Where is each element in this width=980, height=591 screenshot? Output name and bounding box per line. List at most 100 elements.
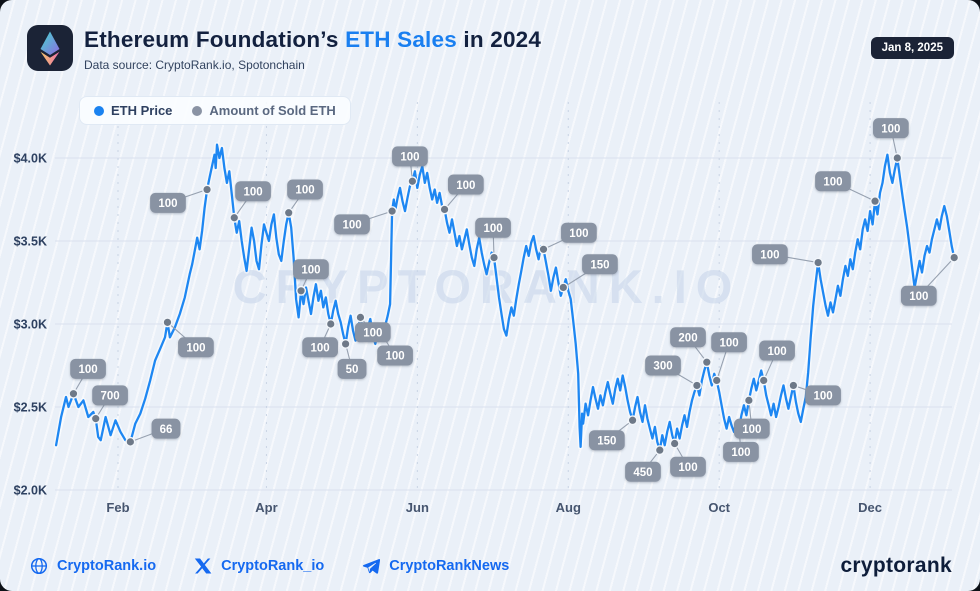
legend-item-sold-eth: Amount of Sold ETH xyxy=(192,103,336,118)
svg-text:100: 100 xyxy=(767,346,786,358)
x-axis-tick-label: Feb xyxy=(106,500,129,515)
sale-marker-dot xyxy=(387,206,398,217)
legend-dot-eth-price-icon xyxy=(94,105,104,116)
sale-marker-dot xyxy=(701,357,712,368)
svg-text:66: 66 xyxy=(160,424,173,436)
x-axis-tick-label: Jun xyxy=(406,500,429,515)
svg-text:700: 700 xyxy=(100,391,119,403)
sale-marker-dot xyxy=(538,244,549,255)
sale-amount-badge: 100 xyxy=(70,358,106,379)
svg-text:300: 300 xyxy=(653,361,672,373)
sale-amount-badge: 66 xyxy=(151,418,181,439)
sale-amount-badge: 100 xyxy=(670,456,706,477)
sale-amount-badge: 100 xyxy=(805,385,841,406)
eth-price-line xyxy=(54,143,956,452)
svg-text:450: 450 xyxy=(633,467,652,479)
sale-marker-dot xyxy=(439,204,450,215)
svg-text:100: 100 xyxy=(400,152,419,164)
footer-link-x-twitter[interactable]: CryptoRank_io xyxy=(194,557,324,575)
sale-amount-badge: 100 xyxy=(733,418,770,439)
sale-amount-badge: 100 xyxy=(447,174,484,195)
svg-text:100: 100 xyxy=(456,180,475,192)
svg-text:100: 100 xyxy=(742,424,761,436)
svg-text:100: 100 xyxy=(483,223,502,235)
sale-marker-dot xyxy=(711,375,722,386)
svg-text:100: 100 xyxy=(909,291,928,303)
globe-icon xyxy=(30,557,48,575)
sale-marker-dot xyxy=(892,152,903,163)
footer-link-website-label: CryptoRank.io xyxy=(57,558,157,574)
footer-link-website[interactable]: CryptoRank.io xyxy=(30,557,156,575)
sale-amount-badge: 100 xyxy=(752,244,788,265)
sale-marker-dot xyxy=(743,395,754,406)
sale-amount-badge: 100 xyxy=(392,146,428,167)
sale-amount-badge: 450 xyxy=(625,461,661,482)
sale-marker-dot xyxy=(489,252,500,263)
svg-text:100: 100 xyxy=(311,342,330,354)
x-axis-tick-label: Dec xyxy=(858,500,882,515)
legend-label-eth-price: ETH Price xyxy=(111,103,173,118)
title-highlight: ETH Sales xyxy=(345,27,457,52)
x-axis-tick-label: Oct xyxy=(708,500,730,515)
sale-amount-badge: 100 xyxy=(759,340,795,361)
sale-amount-badge: 150 xyxy=(582,254,618,275)
sale-amount-badge: 200 xyxy=(670,327,706,348)
sale-amount-badge: 300 xyxy=(645,355,681,376)
sale-amount-badge: 100 xyxy=(873,118,909,139)
sale-amount-badge: 100 xyxy=(334,214,370,235)
title-text-2: in 2024 xyxy=(456,27,542,52)
sale-amount-badge: 100 xyxy=(475,217,511,238)
y-axis-tick-label: $3.5K xyxy=(14,235,47,249)
footer-link-telegram[interactable]: CryptoRankNews xyxy=(362,557,509,575)
svg-text:50: 50 xyxy=(346,364,359,376)
sale-marker-dot xyxy=(90,413,101,424)
date-badge: Jan 8, 2025 xyxy=(870,37,954,59)
svg-text:100: 100 xyxy=(731,447,750,459)
svg-text:100: 100 xyxy=(158,198,177,210)
footer: CryptoRank.io CryptoRank_io CryptoRankNe… xyxy=(30,554,952,578)
sale-amount-badge: 100 xyxy=(287,179,323,200)
sale-marker-dot xyxy=(340,338,351,349)
sale-marker-dot xyxy=(788,380,799,391)
sale-amount-badge: 150 xyxy=(589,430,625,451)
sale-marker-dot xyxy=(325,319,336,330)
svg-text:100: 100 xyxy=(823,176,842,188)
legend-dot-sold-eth-icon xyxy=(192,105,203,116)
sale-marker-dot xyxy=(627,415,638,426)
sale-amount-badge: 100 xyxy=(293,259,329,280)
legend-label-sold-eth: Amount of Sold ETH xyxy=(209,103,336,118)
svg-text:100: 100 xyxy=(569,228,588,240)
sale-marker-dot xyxy=(870,196,881,207)
svg-text:100: 100 xyxy=(719,337,738,349)
legend-item-eth-price: ETH Price xyxy=(94,103,172,118)
sale-marker-dot xyxy=(691,380,702,391)
sale-amount-badge: 100 xyxy=(377,345,413,366)
svg-text:100: 100 xyxy=(760,249,779,261)
svg-text:100: 100 xyxy=(881,123,900,135)
svg-text:100: 100 xyxy=(342,220,361,232)
sale-marker-dot xyxy=(68,388,79,399)
sale-amount-badge: 100 xyxy=(815,171,851,192)
svg-text:100: 100 xyxy=(243,186,262,198)
sale-amount-badge: 100 xyxy=(150,192,186,213)
sale-marker-dot xyxy=(202,184,213,195)
sale-amount-badge: 100 xyxy=(354,322,391,343)
x-twitter-icon xyxy=(194,558,212,574)
y-axis-tick-label: $2.5K xyxy=(14,401,47,415)
sale-amount-badge: 100 xyxy=(900,285,937,306)
sale-amount-badge: 100 xyxy=(235,181,271,202)
svg-text:100: 100 xyxy=(295,185,314,197)
svg-text:100: 100 xyxy=(678,462,697,474)
sale-amount-badge: 50 xyxy=(337,358,367,379)
chart-legend: ETH Price Amount of Sold ETH xyxy=(79,96,351,125)
sale-marker-dot xyxy=(283,207,294,218)
svg-text:150: 150 xyxy=(590,259,609,271)
sale-marker-dot xyxy=(229,212,240,223)
sale-marker-dot xyxy=(654,445,665,456)
y-axis-tick-label: $4.0K xyxy=(14,152,47,166)
sale-marker-dot xyxy=(162,317,173,328)
sale-marker-dot xyxy=(558,282,569,293)
svg-text:100: 100 xyxy=(78,364,97,376)
y-axis-tick-label: $3.0K xyxy=(14,318,47,332)
